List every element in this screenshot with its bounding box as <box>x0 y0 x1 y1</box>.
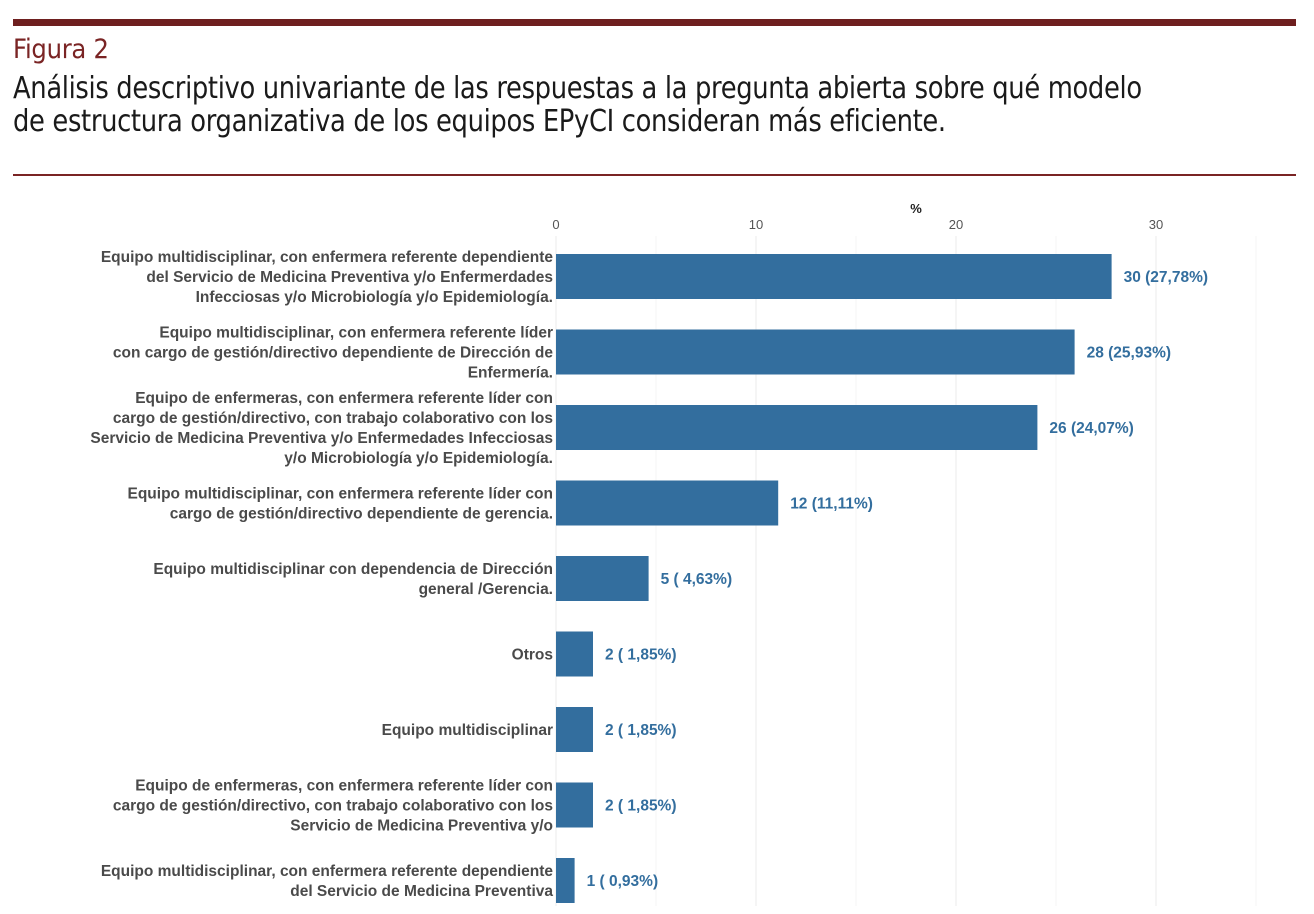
category-label-line: general /Gerencia. <box>419 581 553 598</box>
figure-label: Figura 2 <box>13 34 109 65</box>
category-label-line: del Servicio de Medicina Preventiva y/o … <box>146 269 553 286</box>
bar-value-label: 2 ( 1,85%) <box>605 798 677 815</box>
x-axis-title: % <box>910 201 922 216</box>
x-tick-label: 30 <box>1149 217 1163 232</box>
bar-value-label: 28 (25,93%) <box>1087 345 1171 362</box>
bar-value-label: 2 ( 1,85%) <box>605 647 677 664</box>
category-label: Equipo multidisciplinar, con enfermera r… <box>113 325 554 382</box>
category-label: Equipo de enfermeras, con enfermera refe… <box>90 390 553 467</box>
category-label-line: Infecciosas y/o Microbiología y/o Epidem… <box>196 289 553 306</box>
bar <box>556 858 575 903</box>
category-label-line: Equipo multidisciplinar, con enfermera r… <box>101 863 554 880</box>
category-label-line: con cargo de gestión/directivo dependien… <box>113 345 554 362</box>
bar <box>556 405 1038 450</box>
category-label-line: cargo de gestión/directivo, con trabajo … <box>113 798 553 815</box>
category-label: Otros <box>512 647 553 664</box>
bar-value-label: 5 ( 4,63%) <box>661 571 733 588</box>
category-label-line: cargo de gestión/directivo, con trabajo … <box>113 410 553 427</box>
bars <box>556 254 1112 903</box>
figure-title: Análisis descriptivo univariante de las … <box>13 71 1142 139</box>
category-label-line: Equipo de enfermeras, con enfermera refe… <box>135 778 553 795</box>
bar <box>556 329 1075 375</box>
category-label-line: Equipo multidisciplinar <box>382 722 553 739</box>
category-label-line: del Servicio de Medicina Preventiva <box>290 883 553 900</box>
bar-value-label: 30 (27,78%) <box>1124 269 1208 286</box>
category-label: Equipo multidisciplinar <box>382 722 553 739</box>
top-rule <box>13 19 1296 26</box>
category-label-line: cargo de gestión/directivo dependiente d… <box>170 506 553 523</box>
category-label-line: Equipo multidisciplinar, con enfermera r… <box>128 486 554 503</box>
category-label: Equipo multidisciplinar, con enfermera r… <box>101 863 554 900</box>
x-tick-label: 0 <box>552 217 559 232</box>
bar <box>556 707 593 752</box>
bar <box>556 631 593 677</box>
bar <box>556 480 779 526</box>
bar-value-label: 2 ( 1,85%) <box>605 722 677 739</box>
category-label-line: Equipo de enfermeras, con enfermera refe… <box>135 390 553 407</box>
category-label-line: y/o Microbiología y/o Epidemiología. <box>284 450 553 467</box>
category-label-line: Enfermería. <box>468 365 553 382</box>
bar <box>556 254 1112 299</box>
bar <box>556 782 593 828</box>
x-tick-label: 20 <box>949 217 963 232</box>
category-label-line: Equipo multidisciplinar, con enfermera r… <box>159 325 553 342</box>
figure-title-line-1: Análisis descriptivo univariante de las … <box>13 71 1142 106</box>
title-rule <box>13 174 1296 176</box>
bar-value-label: 26 (24,07%) <box>1049 420 1133 437</box>
x-tick-label: 10 <box>749 217 763 232</box>
category-label: Equipo multidisciplinar con dependencia … <box>153 561 553 598</box>
figure-title-line-2: de estructura organizativa de los equipo… <box>13 104 946 139</box>
category-label-line: Equipo multidisciplinar con dependencia … <box>153 561 553 578</box>
category-label-line: Otros <box>512 647 553 664</box>
chart-text: % 0 10 20 30 30 (27,78%) Equipo multidisciplin… <box>90 201 1208 900</box>
bar-value-label: 12 (11,11%) <box>790 496 873 513</box>
category-label-line: Equipo multidisciplinar, con enfermera r… <box>101 249 554 266</box>
category-label: Equipo multidisciplinar, con enfermera r… <box>128 486 554 523</box>
category-label: Equipo multidisciplinar, con enfermera r… <box>101 249 554 306</box>
category-label: Equipo de enfermeras, con enfermera refe… <box>113 778 553 835</box>
bar <box>556 556 649 601</box>
category-label-line: Servicio de Medicina Preventiva y/o <box>290 818 553 835</box>
bar-value-label: 1 ( 0,93%) <box>587 873 659 890</box>
category-label-line: Servicio de Medicina Preventiva y/o Enfe… <box>90 430 553 447</box>
